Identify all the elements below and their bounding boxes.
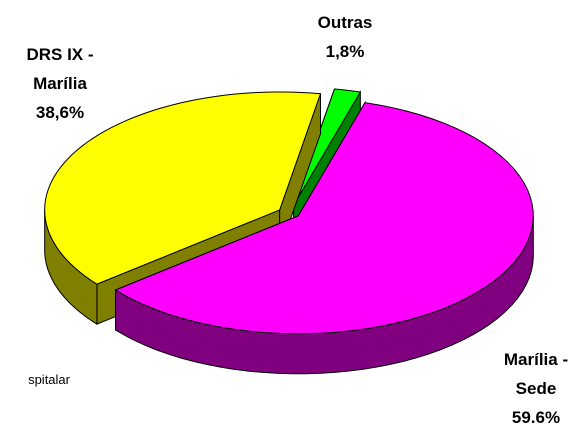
slice bbox=[114, 102, 534, 335]
slice-label: Marília - Sede 59.6% bbox=[490, 345, 582, 427]
slice-label: DRS IX - Marília 38,6% bbox=[10, 40, 110, 127]
annotation: spitalar bbox=[28, 372, 70, 387]
value-label: 1,8% bbox=[325, 42, 365, 61]
slice-label: Outras 1,8% bbox=[300, 8, 390, 66]
category-label: Marília - Sede bbox=[503, 350, 569, 398]
slice bbox=[293, 88, 362, 206]
value-label: 59.6% bbox=[511, 408, 561, 427]
value-label: 38,6% bbox=[35, 103, 85, 122]
slice bbox=[44, 91, 322, 285]
category-label: DRS IX - Marília bbox=[26, 45, 94, 93]
category-label: Outras bbox=[317, 13, 373, 32]
